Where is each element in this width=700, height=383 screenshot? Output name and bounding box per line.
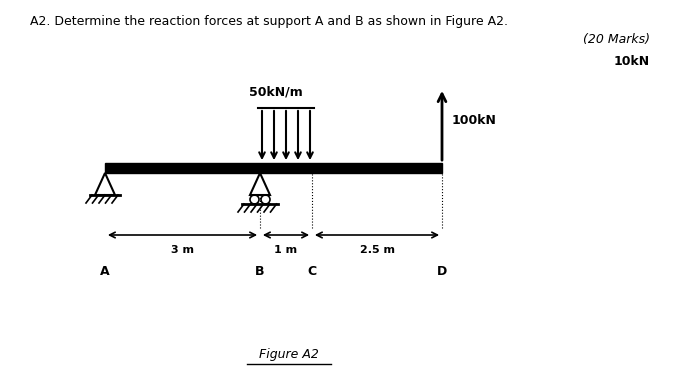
Text: D: D	[437, 265, 447, 278]
Text: 2.5 m: 2.5 m	[360, 245, 395, 255]
Bar	[105, 163, 442, 173]
Text: 50kN/m: 50kN/m	[249, 85, 303, 98]
Text: A2. Determine the reaction forces at support A and B as shown in Figure A2.: A2. Determine the reaction forces at sup…	[30, 15, 508, 28]
Text: 1 m: 1 m	[274, 245, 298, 255]
Polygon shape	[250, 173, 270, 195]
Text: 100kN: 100kN	[452, 114, 497, 127]
Polygon shape	[95, 173, 115, 195]
Text: C: C	[307, 265, 316, 278]
Text: 3 m: 3 m	[171, 245, 194, 255]
Text: A: A	[100, 265, 110, 278]
Text: 10kN: 10kN	[614, 55, 650, 68]
Text: (20 Marks): (20 Marks)	[583, 33, 650, 46]
Text: Figure A2: Figure A2	[258, 348, 318, 361]
Text: B: B	[256, 265, 265, 278]
